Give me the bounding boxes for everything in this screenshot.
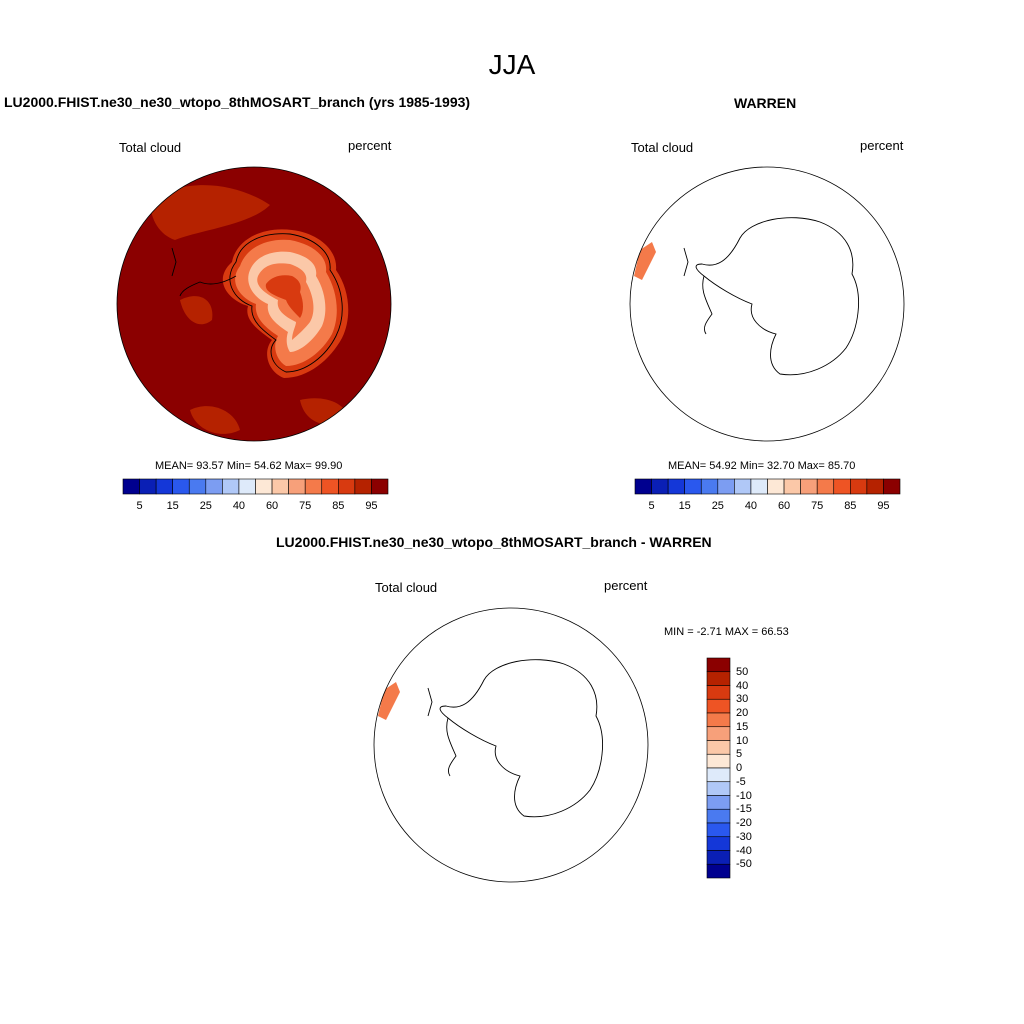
obs-data-strip xyxy=(634,242,656,280)
colorbar-swatch xyxy=(706,795,731,810)
figure-title: JJA xyxy=(488,49,536,80)
colorbar-swatch xyxy=(706,712,731,728)
colorbar-tick-label: 25 xyxy=(711,500,724,512)
colorbar-swatch xyxy=(706,698,731,714)
model-coastline xyxy=(229,233,343,373)
colorbar-tick-label: 5 xyxy=(648,500,655,512)
diff-units-label: percent xyxy=(604,578,648,593)
colorbar-tick-label: 95 xyxy=(365,500,378,512)
colorbar-swatch xyxy=(371,478,389,495)
model-field-ring xyxy=(265,275,303,318)
obs-stats: MEAN= 54.92 Min= 32.70 Max= 85.70 xyxy=(668,460,856,472)
colorbar-tick-label: 60 xyxy=(265,500,279,512)
colorbar-tick-label: -50 xyxy=(736,858,752,871)
colorbar-tick-label: 25 xyxy=(199,500,212,512)
obs-south-america xyxy=(683,247,689,277)
model-peninsula xyxy=(179,275,237,297)
colorbar-swatch xyxy=(706,671,731,686)
colorbar-tick-label: 0 xyxy=(736,762,743,774)
colorbar-tick-label: 40 xyxy=(736,679,749,692)
colorbar-tick-label: 60 xyxy=(777,500,791,512)
colorbar-tick-label: 40 xyxy=(232,500,246,512)
diff-stats: MIN = -2.71 MAX = 66.53 xyxy=(664,626,789,638)
obs-peninsula xyxy=(702,275,713,335)
colorbar-tick-label: 75 xyxy=(299,500,312,512)
colorbar-swatch xyxy=(706,685,731,700)
colorbar-tick-label: -15 xyxy=(736,803,752,816)
colorbar-tick-label: 15 xyxy=(736,720,749,733)
model-south-america xyxy=(171,247,177,277)
colorbar-swatch xyxy=(706,781,731,796)
colorbar-swatch xyxy=(706,726,731,741)
obs-units-label: percent xyxy=(860,138,904,153)
colorbar-tick-label: 85 xyxy=(844,500,857,512)
colorbar-tick-label: 40 xyxy=(744,500,758,512)
model-map-border xyxy=(116,166,392,442)
obs-variable-label: Total cloud xyxy=(631,140,694,155)
model-field-patch xyxy=(150,185,270,240)
colorbar-tick-label: -10 xyxy=(736,789,752,802)
colorbar-swatch xyxy=(706,822,731,838)
colorbar-swatch xyxy=(706,850,731,865)
obs-map-border xyxy=(629,166,905,442)
colorbar-tick-label: 15 xyxy=(678,500,691,512)
colorbar-tick-label: 75 xyxy=(811,500,824,512)
colorbar-tick-label: 95 xyxy=(877,500,890,512)
colorbar-swatch xyxy=(706,808,731,824)
colorbar-tick-label: 50 xyxy=(736,665,749,678)
colorbar-tick-label: 5 xyxy=(736,748,743,761)
colorbar-tick-label: -40 xyxy=(736,844,752,857)
colorbar-swatch xyxy=(706,767,731,783)
colorbar-swatch xyxy=(706,753,731,769)
colorbar-tick-label: -20 xyxy=(736,817,752,829)
colorbar-tick-label: 85 xyxy=(332,500,345,512)
colorbar-swatch xyxy=(706,863,731,879)
colorbar-tick-label: 20 xyxy=(736,707,749,719)
diff-coastline xyxy=(439,659,603,818)
colorbar-tick-label: -5 xyxy=(736,775,746,788)
diff-south-america xyxy=(427,687,433,717)
model-field-patch xyxy=(190,406,240,434)
model-panel-title: LU2000.FHIST.ne30_ne30_wtopo_8thMOSART_b… xyxy=(4,94,471,110)
model-units-label: percent xyxy=(348,138,392,153)
diff-variable-label: Total cloud xyxy=(375,580,438,595)
obs-coastline xyxy=(695,217,859,376)
model-stats: MEAN= 93.57 Min= 54.62 Max= 99.90 xyxy=(155,460,343,472)
model-variable-label: Total cloud xyxy=(119,140,182,155)
colorbar-tick-label: 5 xyxy=(136,500,143,512)
obs-panel-title: WARREN xyxy=(734,95,797,111)
colorbar-swatch xyxy=(706,836,731,851)
colorbar-swatch xyxy=(883,478,901,495)
colorbar-tick-label: -30 xyxy=(736,830,752,843)
diff-map-border xyxy=(373,607,649,883)
colorbar-swatch xyxy=(706,740,731,755)
diff-panel-title: LU2000.FHIST.ne30_ne30_wtopo_8thMOSART_b… xyxy=(276,534,712,550)
diff-data-strip xyxy=(378,682,400,720)
colorbar-tick-label: 15 xyxy=(166,500,179,512)
colorbar-tick-label: 30 xyxy=(736,693,749,706)
model-field-patch xyxy=(180,296,213,325)
colorbar-tick-label: 10 xyxy=(736,734,749,747)
colorbar-swatch xyxy=(706,657,731,673)
diff-peninsula xyxy=(446,717,457,777)
